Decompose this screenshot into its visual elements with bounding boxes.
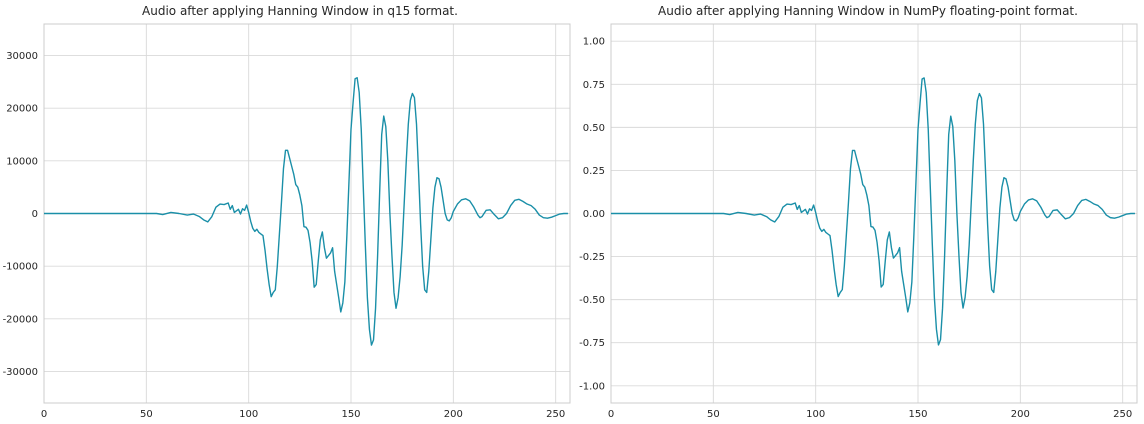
- y-tick-label: 10000: [6, 156, 38, 167]
- y-tick-label: 0: [32, 209, 38, 220]
- y-tick-label: -0.50: [579, 295, 605, 306]
- series-line: [611, 77, 1135, 346]
- y-tick-label: 1.00: [583, 37, 605, 48]
- y-tick-label: -30000: [3, 367, 38, 378]
- chart-title: Audio after applying Hanning Window in N…: [658, 4, 1078, 18]
- x-tick-label: 200: [1011, 409, 1030, 420]
- x-tick-label: 100: [239, 409, 258, 420]
- y-tick-label: -1.00: [579, 381, 605, 392]
- x-tick-label: 150: [908, 409, 927, 420]
- x-tick-label: 50: [707, 409, 720, 420]
- y-tick-label: 20000: [6, 104, 38, 115]
- x-tick-label: 150: [341, 409, 360, 420]
- y-tick-label: 0.75: [583, 80, 605, 91]
- x-tick-label: 250: [546, 409, 565, 420]
- y-tick-label: 0.50: [583, 123, 605, 134]
- chart-panel-numpy: Audio after applying Hanning Window in N…: [579, 4, 1138, 420]
- y-tick-label: -10000: [3, 262, 38, 273]
- series-line: [44, 76, 568, 346]
- y-tick-label: -0.25: [579, 252, 605, 263]
- chart-panel-q15: Audio after applying Hanning Window in q…: [3, 4, 571, 420]
- y-tick-label: 0.25: [583, 166, 605, 177]
- x-tick-label: 0: [608, 409, 614, 420]
- x-tick-label: 200: [444, 409, 463, 420]
- y-tick-label: 30000: [6, 51, 38, 62]
- y-tick-label: -20000: [3, 314, 38, 325]
- x-tick-label: 50: [140, 409, 153, 420]
- y-tick-label: 0.00: [583, 209, 605, 220]
- y-tick-label: -0.75: [579, 338, 605, 349]
- x-tick-label: 250: [1113, 409, 1132, 420]
- chart-title: Audio after applying Hanning Window in q…: [142, 4, 458, 18]
- x-tick-label: 0: [41, 409, 47, 420]
- x-tick-label: 100: [806, 409, 825, 420]
